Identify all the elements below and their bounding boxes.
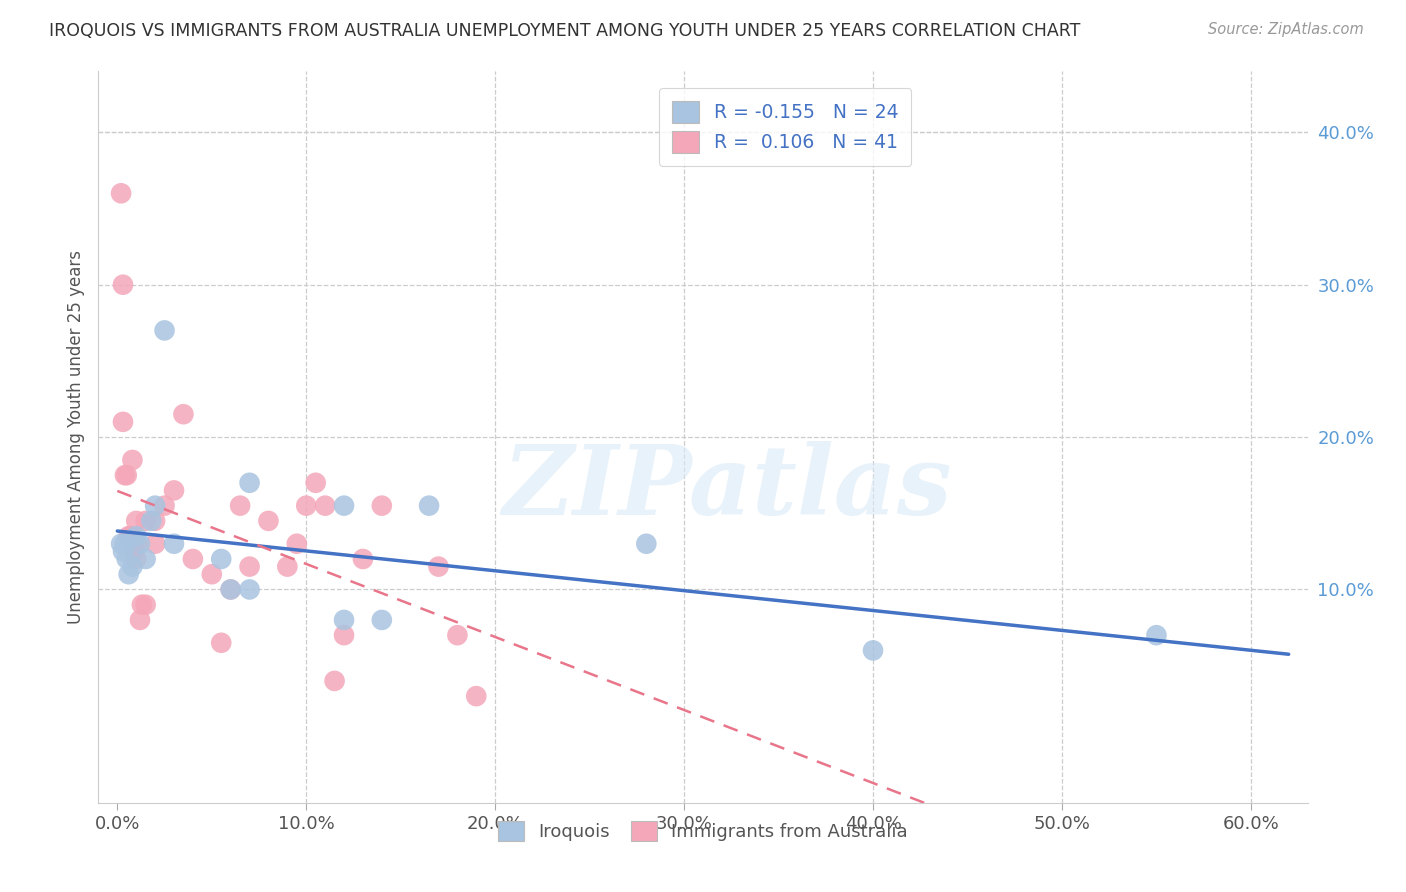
Point (110, 537, 132, 551)
Point (121, 529, 143, 543)
Point (333, 613, 356, 627)
Point (862, 643, 884, 657)
Point (121, 453, 143, 467)
Point (153, 323, 176, 337)
Point (125, 529, 148, 543)
Point (118, 529, 141, 543)
Point (371, 499, 394, 513)
Point (219, 582, 242, 597)
Point (125, 514, 148, 528)
Point (209, 636, 232, 650)
Point (239, 582, 262, 597)
Point (135, 514, 157, 528)
Point (131, 598, 153, 612)
Point (143, 514, 166, 528)
Point (295, 499, 318, 513)
Point (143, 499, 166, 513)
Point (141, 514, 163, 528)
Point (209, 552, 232, 566)
Point (111, 277, 134, 292)
Point (1146, 628, 1168, 642)
Point (305, 475, 328, 490)
Point (239, 559, 262, 574)
Point (465, 689, 488, 703)
Point (120, 529, 142, 543)
Point (285, 537, 308, 551)
Point (636, 537, 658, 551)
Point (181, 552, 204, 566)
Point (143, 537, 166, 551)
Legend: Iroquois, Immigrants from Australia: Iroquois, Immigrants from Australia (491, 814, 915, 848)
Point (124, 544, 146, 558)
Point (229, 499, 252, 513)
Point (153, 499, 176, 513)
Point (125, 552, 148, 566)
Point (135, 598, 157, 612)
Y-axis label: Unemployment Among Youth under 25 years: Unemployment Among Youth under 25 years (66, 250, 84, 624)
Point (111, 415, 134, 429)
Point (125, 537, 148, 551)
Point (115, 468, 138, 483)
Point (201, 567, 224, 582)
Point (333, 628, 356, 642)
Text: IROQUOIS VS IMMIGRANTS FROM AUSTRALIA UNEMPLOYMENT AMONG YOUTH UNDER 25 YEARS CO: IROQUOIS VS IMMIGRANTS FROM AUSTRALIA UN… (49, 22, 1081, 40)
Point (121, 559, 143, 574)
Point (427, 559, 450, 574)
Point (163, 537, 186, 551)
Point (118, 567, 141, 582)
Text: ZIPatlas: ZIPatlas (502, 442, 952, 535)
Point (114, 468, 136, 483)
Point (333, 499, 356, 513)
Point (129, 613, 152, 627)
Point (239, 475, 262, 490)
Point (314, 499, 336, 513)
Point (352, 552, 374, 566)
Point (323, 673, 346, 688)
Point (135, 552, 157, 566)
Point (115, 552, 138, 566)
Point (446, 628, 468, 642)
Point (110, 186, 132, 201)
Point (111, 544, 134, 558)
Text: Source: ZipAtlas.com: Source: ZipAtlas.com (1208, 22, 1364, 37)
Point (114, 537, 136, 551)
Point (129, 537, 152, 551)
Point (219, 582, 242, 597)
Point (371, 613, 394, 627)
Point (276, 559, 298, 574)
Point (172, 407, 194, 421)
Point (418, 499, 440, 513)
Point (163, 483, 186, 498)
Point (257, 514, 280, 528)
